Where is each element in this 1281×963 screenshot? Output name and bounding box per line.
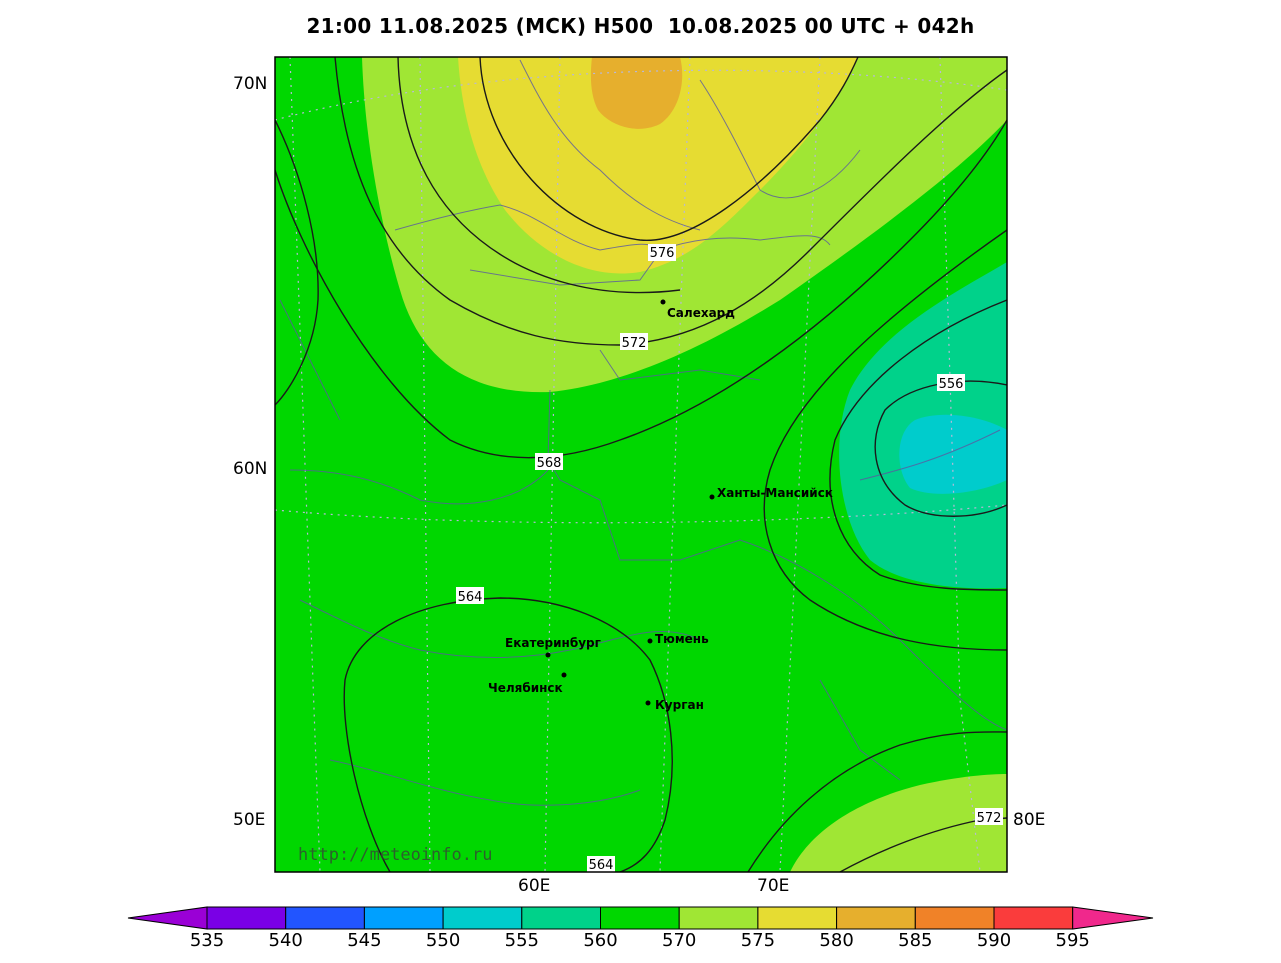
contour-568 [275, 119, 1007, 459]
field-580-585 [590, 57, 683, 129]
field-575-580 [458, 57, 858, 274]
city-label: Екатеринбург [505, 636, 601, 650]
lon-label-60e: 60E [518, 876, 551, 896]
contour-564-east [763, 229, 1007, 651]
city-label: Курган [655, 698, 704, 712]
city-dot [545, 652, 551, 658]
colorbar-tick-label: 585 [898, 930, 933, 951]
contour-572-se [747, 731, 1007, 872]
colorbar-tick-label: 560 [583, 930, 618, 951]
city-markers: Салехард Ханты-Мансийск Екатеринбург Тюм… [488, 299, 833, 712]
colorbar-tick-label: 590 [976, 930, 1012, 951]
colorbar-tick-label: 555 [504, 930, 539, 951]
lat-label-50e: 50E [233, 810, 266, 830]
contour-label: 564 [589, 858, 614, 873]
city-dot [561, 672, 567, 678]
colorbar-tick-label: 535 [189, 930, 225, 951]
contour-label: 572 [977, 811, 1002, 826]
contour-label: 568 [537, 456, 562, 471]
contour-label: 576 [650, 246, 675, 261]
colorbar-tick-label: 575 [740, 930, 776, 951]
contour-label: 564 [458, 590, 483, 605]
field-570-575-se [790, 774, 1007, 872]
watermark: http://meteoinfo.ru [298, 845, 493, 865]
city-dot [709, 494, 715, 500]
city-label: Ханты-Мансийск [717, 486, 833, 500]
lat-label-60n: 60N [233, 459, 268, 479]
city-dot [645, 700, 651, 706]
colorbar-tick-label: 550 [425, 930, 461, 951]
map-frame [274, 56, 1008, 873]
lon-label-70e: 70E [757, 876, 790, 896]
lat-label-70n: 70N [233, 74, 268, 94]
lon-label-80e: 80E [1013, 810, 1046, 830]
contour-576-se [839, 817, 1007, 872]
city-label: Салехард [667, 306, 735, 320]
colorbar-tick-label: 545 [347, 930, 382, 951]
contour-560-ring [829, 299, 1007, 591]
contour-576 [479, 57, 859, 241]
contour-label-group: 576 572 568 556 564 564 572 [456, 244, 1003, 873]
colorbar-tick-label: 570 [662, 930, 697, 951]
city-dot [660, 299, 666, 305]
city-dot [647, 638, 653, 644]
contour-west-568 [275, 119, 319, 406]
map-title: 21:00 11.08.2025 (МСК) H500 10.08.2025 0… [306, 14, 975, 38]
contour-564-south [343, 597, 673, 872]
contour-label: 556 [939, 377, 964, 392]
colorbar-tick-label: 580 [819, 930, 854, 951]
colorbar-tick-label: 540 [268, 930, 303, 951]
contour-label: 572 [622, 336, 647, 351]
contours [275, 57, 1007, 872]
city-label: Тюмень [655, 632, 709, 646]
city-label: Челябинск [488, 681, 563, 695]
colorbar-tick-label: 595 [1055, 930, 1090, 951]
boundaries [279, 59, 1007, 806]
contour-inner-west [397, 57, 681, 294]
field-550-555 [899, 414, 1007, 494]
